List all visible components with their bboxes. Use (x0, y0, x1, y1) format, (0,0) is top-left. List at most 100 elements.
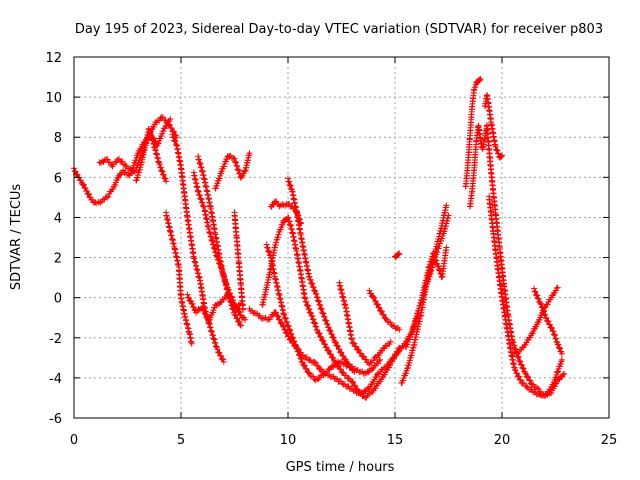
data-point (395, 346, 402, 353)
data-point (386, 362, 393, 369)
data-point (172, 138, 179, 145)
data-point (339, 380, 346, 387)
data-point (354, 386, 361, 393)
data-point (323, 317, 330, 324)
data-point (336, 346, 343, 353)
data-point (287, 327, 294, 334)
data-point (220, 358, 227, 365)
data-point (555, 341, 562, 348)
data-point (241, 168, 248, 175)
data-point (312, 290, 319, 297)
data-point (198, 199, 205, 206)
x-axis-label: GPS time / hours (286, 460, 395, 475)
data-point (265, 248, 272, 255)
data-point (72, 168, 79, 175)
data-point (515, 354, 522, 361)
data-point (318, 306, 325, 313)
data-point (316, 330, 323, 337)
data-point (160, 114, 167, 121)
data-point (283, 319, 290, 326)
data-point (281, 311, 288, 318)
data-point (557, 360, 564, 367)
data-point (522, 370, 529, 377)
data-point (215, 257, 222, 264)
data-point (314, 294, 321, 301)
data-point (129, 167, 136, 174)
data-point (82, 185, 89, 192)
data-point (200, 203, 207, 210)
data-point (313, 323, 320, 330)
data-point (251, 309, 258, 316)
data-point (160, 172, 167, 179)
data-point (515, 353, 522, 360)
data-point (542, 311, 549, 318)
data-point (101, 157, 108, 164)
data-point (83, 187, 90, 194)
data-point (236, 319, 243, 326)
data-point (358, 390, 365, 397)
data-point (314, 363, 321, 370)
data-point (472, 84, 479, 91)
data-point (214, 180, 221, 187)
data-point (106, 159, 113, 166)
data-point (320, 337, 327, 344)
series-arc-e (169, 131, 227, 365)
data-point (283, 318, 290, 325)
data-point (554, 369, 561, 376)
data-point (294, 345, 301, 352)
data-point (499, 152, 505, 159)
data-point (234, 163, 241, 170)
data-point (357, 350, 364, 357)
y-tick-label: 0 (54, 292, 62, 307)
data-point (494, 147, 501, 154)
data-point (432, 254, 439, 261)
data-point (552, 335, 559, 342)
data-point (520, 380, 527, 387)
data-point (231, 155, 238, 162)
data-point (555, 365, 562, 372)
data-point (436, 267, 443, 274)
data-point (546, 321, 553, 328)
data-point (228, 294, 235, 301)
data-point (510, 339, 517, 346)
data-point (287, 182, 294, 189)
data-point (232, 159, 239, 166)
data-point (157, 115, 164, 122)
data-point (320, 310, 327, 317)
data-point (264, 244, 271, 251)
data-point (215, 177, 222, 184)
data-point (297, 352, 304, 359)
data-point (230, 297, 237, 304)
y-axis-label: SDTVAR / TECUs (9, 184, 24, 291)
x-tick-label: 20 (494, 433, 511, 448)
data-point (555, 368, 562, 375)
y-tick-label: 10 (45, 91, 62, 106)
data-point (264, 245, 271, 252)
data-point (387, 338, 394, 345)
data-point (511, 342, 518, 349)
data-point (360, 353, 367, 360)
data-point (298, 355, 305, 362)
data-point (561, 370, 568, 377)
data-point (195, 306, 202, 313)
data-point (119, 158, 126, 165)
data-point (212, 185, 219, 192)
data-point (433, 260, 440, 267)
data-point (332, 375, 339, 382)
data-point (374, 301, 381, 308)
data-point (133, 157, 140, 164)
data-point (432, 257, 439, 264)
data-point (198, 196, 205, 203)
data-point (169, 131, 176, 138)
data-point (197, 195, 204, 202)
data-point (325, 324, 332, 331)
data-point (396, 326, 403, 333)
data-point (353, 343, 360, 350)
data-point (217, 261, 224, 268)
data-point (433, 257, 440, 264)
series-arc-h (190, 169, 249, 323)
data-point (330, 355, 337, 362)
data-point (436, 240, 443, 247)
data-point (534, 292, 541, 299)
